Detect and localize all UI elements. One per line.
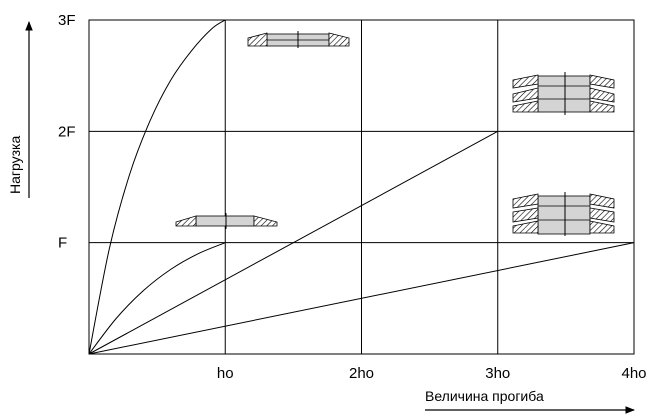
y-axis-title-group: Нагрузка — [7, 21, 33, 198]
series-line-single-stroke — [88, 242, 226, 355]
x-tick-label-0: ho — [217, 365, 234, 382]
series-line-quadruple-stack — [88, 242, 635, 355]
chart-grid — [88, 19, 635, 355]
x-tick-label-2: 3ho — [485, 365, 510, 382]
y-tick-label-2: 3F — [58, 12, 76, 29]
disc-spring-stack-small-icon — [512, 192, 615, 236]
y-axis-title: Нагрузка — [7, 136, 23, 194]
tick-labels: ho 2ho 3ho 4ho F 2F 3F — [58, 12, 647, 382]
disc-spring-single-inverted-icon — [247, 31, 350, 48]
series-line-double-stack — [88, 130, 498, 355]
x-tick-label-1: 2ho — [349, 365, 374, 382]
y-tick-label-1: 2F — [58, 123, 76, 140]
disc-spring-stack-large-icon — [512, 72, 615, 115]
x-axis-title: Величина прогиба — [425, 388, 544, 404]
x-tick-label-3: 4ho — [621, 365, 646, 382]
series-lines — [88, 19, 635, 355]
y-tick-label-0: F — [58, 235, 67, 252]
disc-spring-single-icon — [175, 213, 278, 229]
x-axis-title-group: Величина прогиба — [425, 388, 635, 414]
series-line-single — [88, 19, 226, 355]
